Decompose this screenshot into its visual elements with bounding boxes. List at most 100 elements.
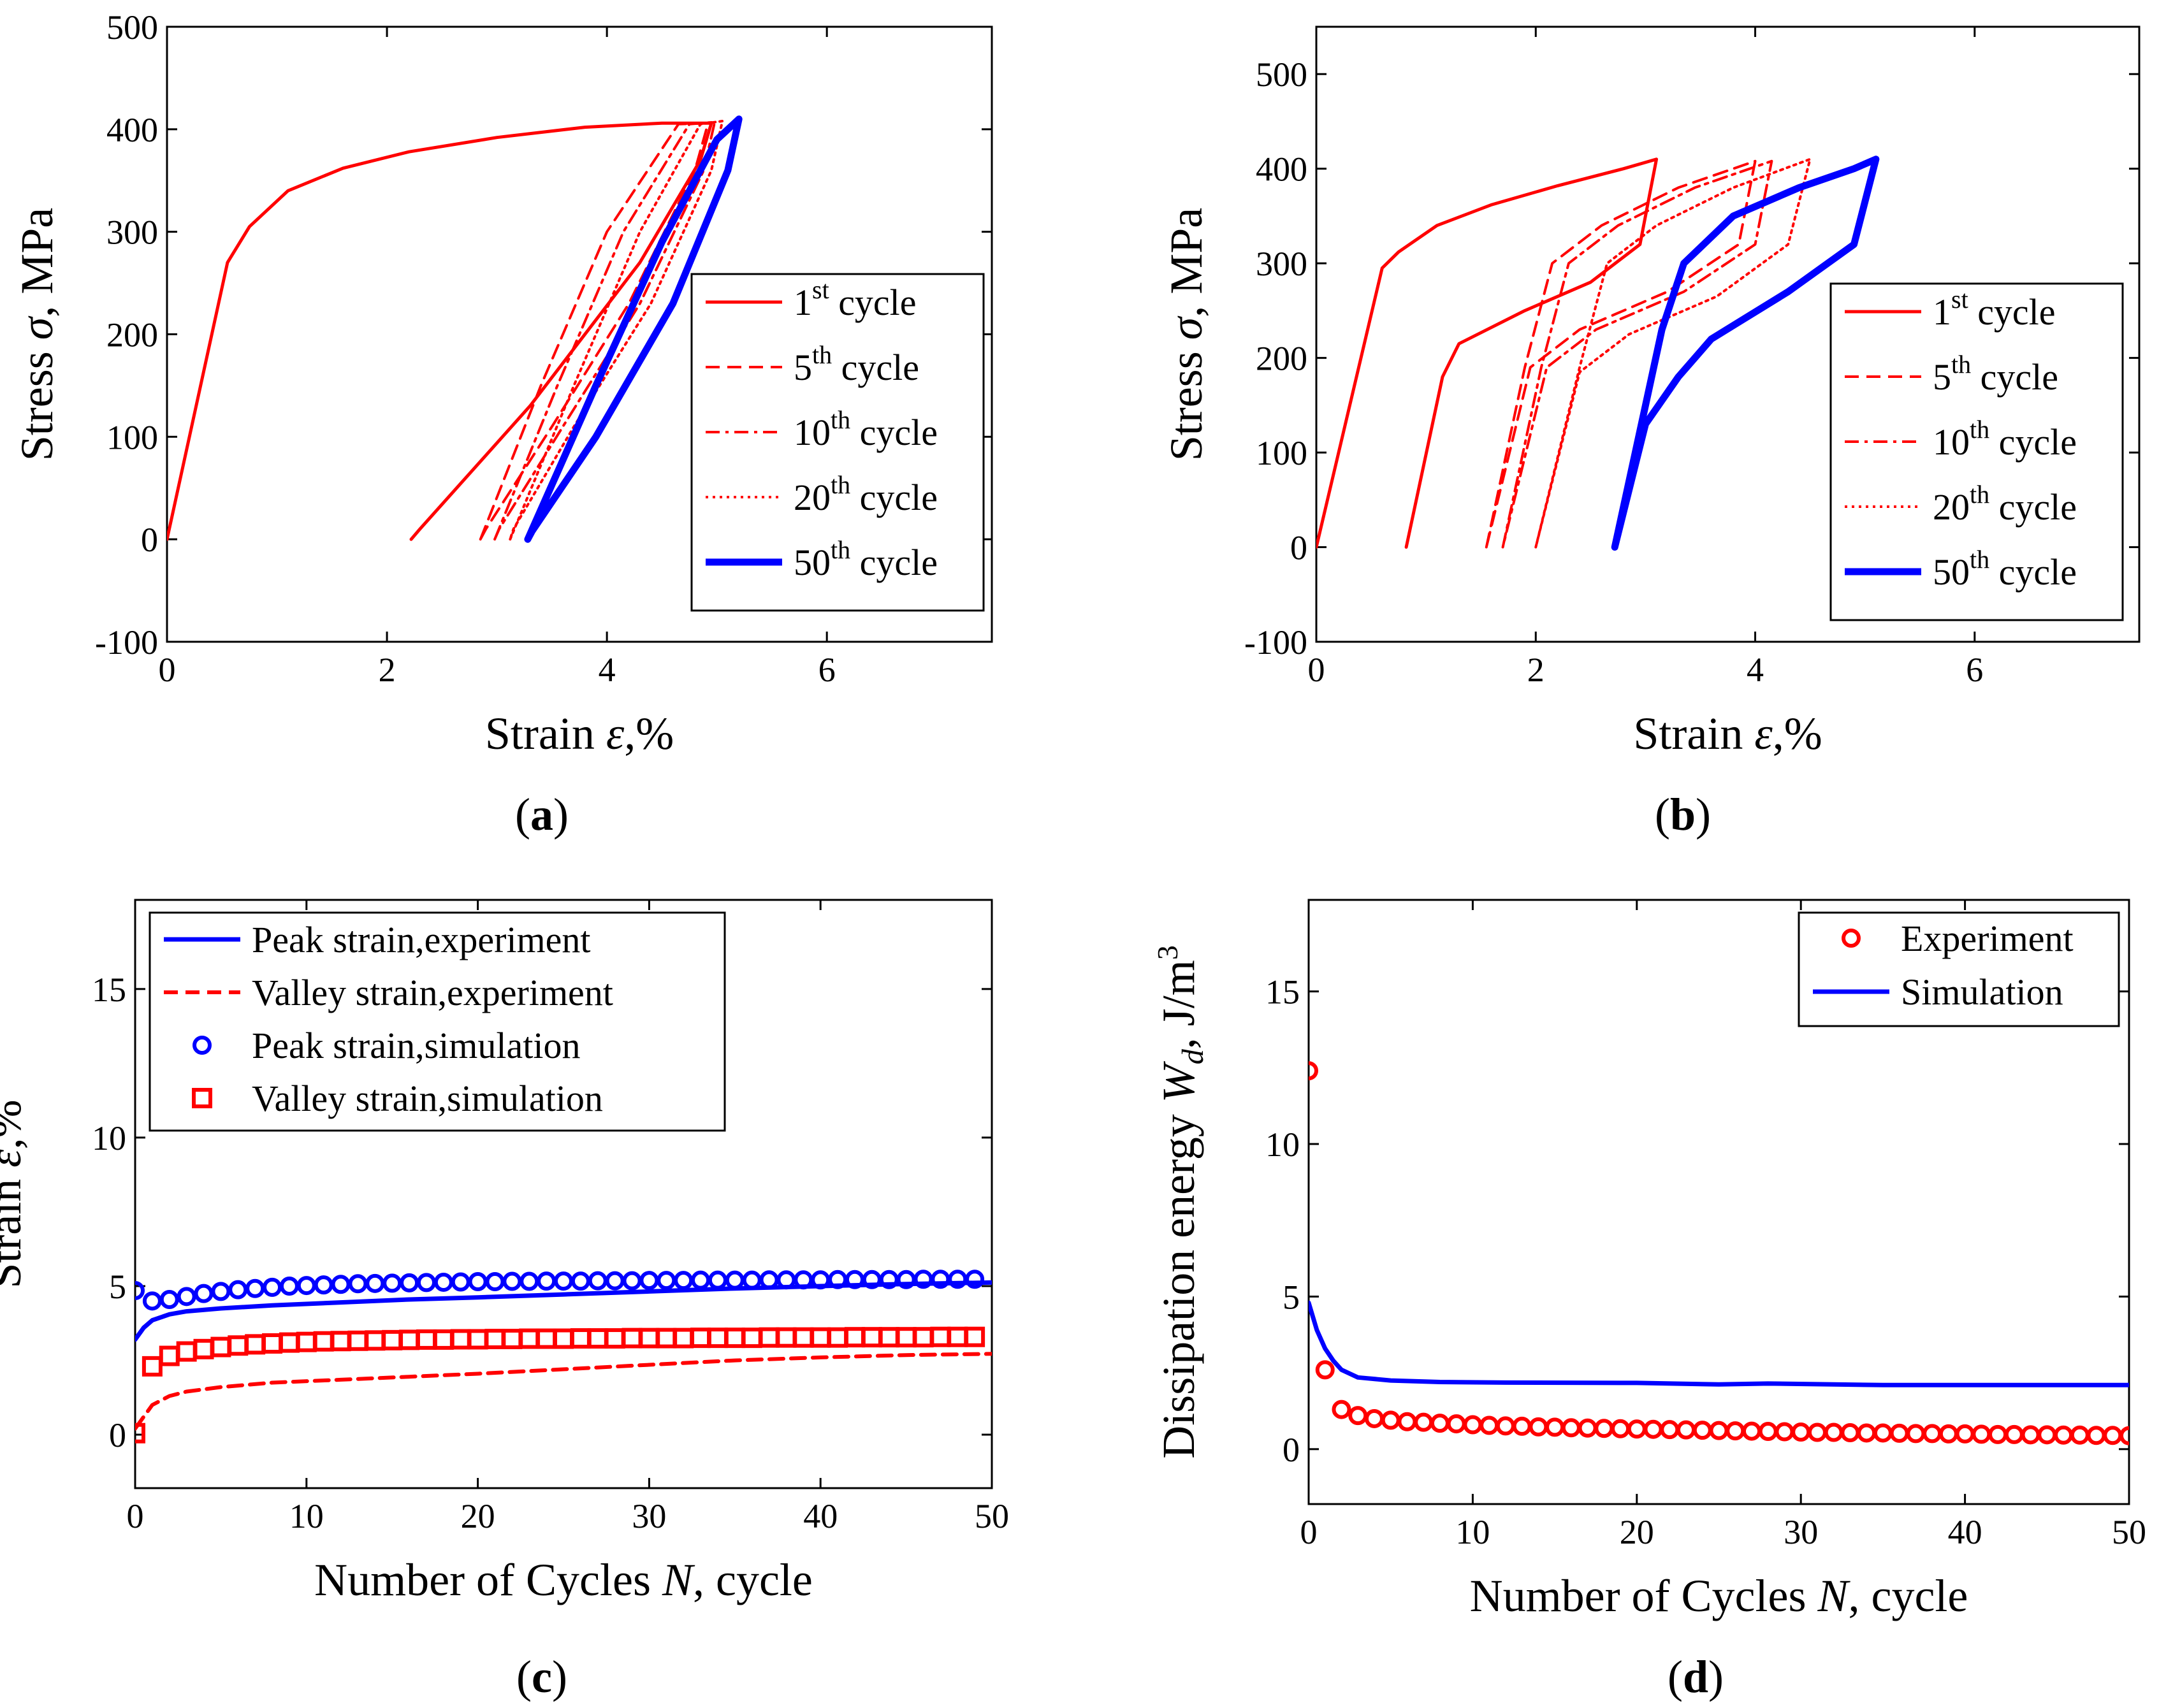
data-marker-circle <box>1857 1423 1877 1443</box>
x-tick-label: 50 <box>975 1497 1009 1535</box>
data-marker-circle <box>1495 1416 1515 1436</box>
x-tick-label: 0 <box>1300 1513 1318 1551</box>
data-marker-square <box>135 1422 145 1444</box>
data-marker-circle <box>1873 1423 1893 1443</box>
series-group <box>1316 156 1880 551</box>
data-marker-square <box>382 1329 403 1350</box>
x-axis-label-text: Strain <box>485 708 606 759</box>
y-axis-label-unit: , J/m <box>1153 960 1204 1049</box>
panel-d: 0 10 20 30 40 50 0 5 10 15 Number of Cycles N, cyc… <box>1151 899 2146 1621</box>
y-axis-label-symbol: σ <box>11 315 62 340</box>
x-axis-label-unit: , cycle <box>693 1554 813 1605</box>
data-marker-square <box>776 1327 797 1348</box>
data-marker-circle <box>2004 1424 2024 1444</box>
y-axis-label-text: Dissipation energy <box>1153 1103 1204 1459</box>
data-marker-circle <box>348 1274 368 1294</box>
data-marker-circle <box>2119 1426 2129 1445</box>
y-tick-label: 0 <box>1290 529 1307 567</box>
x-axis-label-text: Number of Cycles <box>1470 1570 1818 1621</box>
data-marker-circle <box>657 1271 676 1291</box>
y-axis-label-text: Stress <box>11 340 62 461</box>
data-marker-circle <box>1332 1400 1351 1419</box>
legend-box <box>149 911 726 1132</box>
series-line-10th-cycle <box>493 120 716 541</box>
data-marker-circle <box>135 1281 145 1300</box>
caption-a-letter: a <box>530 789 553 840</box>
data-marker-circle <box>1972 1424 1991 1444</box>
data-marker-circle <box>571 1271 590 1291</box>
data-marker-circle <box>400 1273 419 1292</box>
caption-b: (b) <box>1655 789 1711 840</box>
data-marker-square <box>330 1331 351 1352</box>
series-group <box>135 1270 992 1444</box>
data-marker-circle <box>1955 1424 1975 1444</box>
y-tick-label: 100 <box>1256 434 1307 472</box>
y-axis-label-symbol: ε <box>0 1149 31 1168</box>
legend-box <box>690 273 985 612</box>
panel-c: 0 10 20 30 40 50 0 5 10 15 Number of Cycles N, cyc… <box>0 899 1009 1605</box>
series-line-valley-strain-experiment <box>135 1352 992 1431</box>
caption-c-letter: c <box>532 1651 552 1702</box>
y-axis-label-unit: , MPa <box>11 208 62 317</box>
data-marker-square <box>604 1328 625 1349</box>
data-marker-circle <box>314 1275 333 1295</box>
y-tick-label: 400 <box>1256 150 1307 189</box>
data-marker-circle <box>622 1271 642 1291</box>
data-marker-square <box>810 1327 831 1348</box>
x-tick-label: 30 <box>632 1497 666 1535</box>
x-axis-label: Number of Cycles N, cycle <box>314 1554 813 1605</box>
data-marker-square <box>947 1326 968 1347</box>
legend-label-text: cycle <box>1968 291 2056 333</box>
data-marker-square <box>502 1328 523 1349</box>
data-marker-square <box>690 1328 711 1349</box>
y-tick-label: 100 <box>106 418 158 456</box>
x-tick-label: 10 <box>289 1497 324 1535</box>
data-marker-circle <box>1397 1412 1417 1431</box>
series-line-50th-cycle <box>524 115 743 543</box>
data-marker-square <box>245 1334 266 1355</box>
plot-frame <box>134 899 993 1489</box>
svg-text:(c): (c) <box>516 1651 567 1702</box>
data-marker-square <box>262 1333 283 1354</box>
x-axis-label-symbol: ε <box>606 708 625 759</box>
data-marker-circle <box>1309 1061 1318 1081</box>
legend-label-text: cycle <box>1989 486 2077 528</box>
data-marker-circle <box>279 1277 299 1296</box>
data-marker-square <box>365 1330 386 1351</box>
legend-label-ordinal: th <box>831 405 850 434</box>
plot-frame <box>1307 899 2130 1505</box>
x-tick-label: 2 <box>1527 651 1545 689</box>
series-line-20th-cycle <box>1534 157 1812 549</box>
y-axis-label-symbol: σ <box>1161 315 1212 340</box>
data-marker-square <box>930 1326 951 1347</box>
data-marker-circle <box>1988 1424 2008 1444</box>
data-marker-circle <box>2103 1426 2123 1445</box>
y-tick-label: 500 <box>106 8 158 47</box>
data-marker-circle <box>1758 1422 1778 1442</box>
y-axis-label-unit: ,% <box>0 1099 31 1149</box>
data-marker-circle <box>588 1271 607 1291</box>
data-marker-square <box>861 1327 882 1348</box>
data-marker-square <box>793 1327 814 1348</box>
data-marker-circle <box>1775 1422 1794 1442</box>
legend-entry: 50th cycle <box>1845 545 2077 593</box>
legend-entry: 5th cycle <box>1845 350 2058 398</box>
series-line-50th-cycle <box>1611 156 1880 551</box>
data-marker-square <box>193 1338 214 1359</box>
caption-a: (a) <box>515 789 569 840</box>
data-marker-circle <box>1726 1421 1745 1441</box>
data-marker-circle <box>1512 1416 1532 1436</box>
data-marker-circle <box>1643 1419 1663 1439</box>
y-axis-label-text: Strain <box>0 1168 31 1289</box>
legend-label-ordinal: th <box>1970 545 1989 574</box>
data-marker-square <box>467 1329 488 1350</box>
legend-label: Valley strain,experiment <box>252 972 613 1013</box>
data-marker-circle <box>1709 1421 1729 1440</box>
data-marker-circle <box>331 1275 351 1294</box>
caption-d-letter: d <box>1683 1651 1708 1702</box>
data-marker-circle <box>2037 1425 2057 1445</box>
x-tick-label: 6 <box>1966 651 1983 689</box>
y-tick-label: -100 <box>1244 623 1307 662</box>
legend-label-text: cycle <box>850 412 938 453</box>
data-marker-square <box>724 1328 745 1349</box>
